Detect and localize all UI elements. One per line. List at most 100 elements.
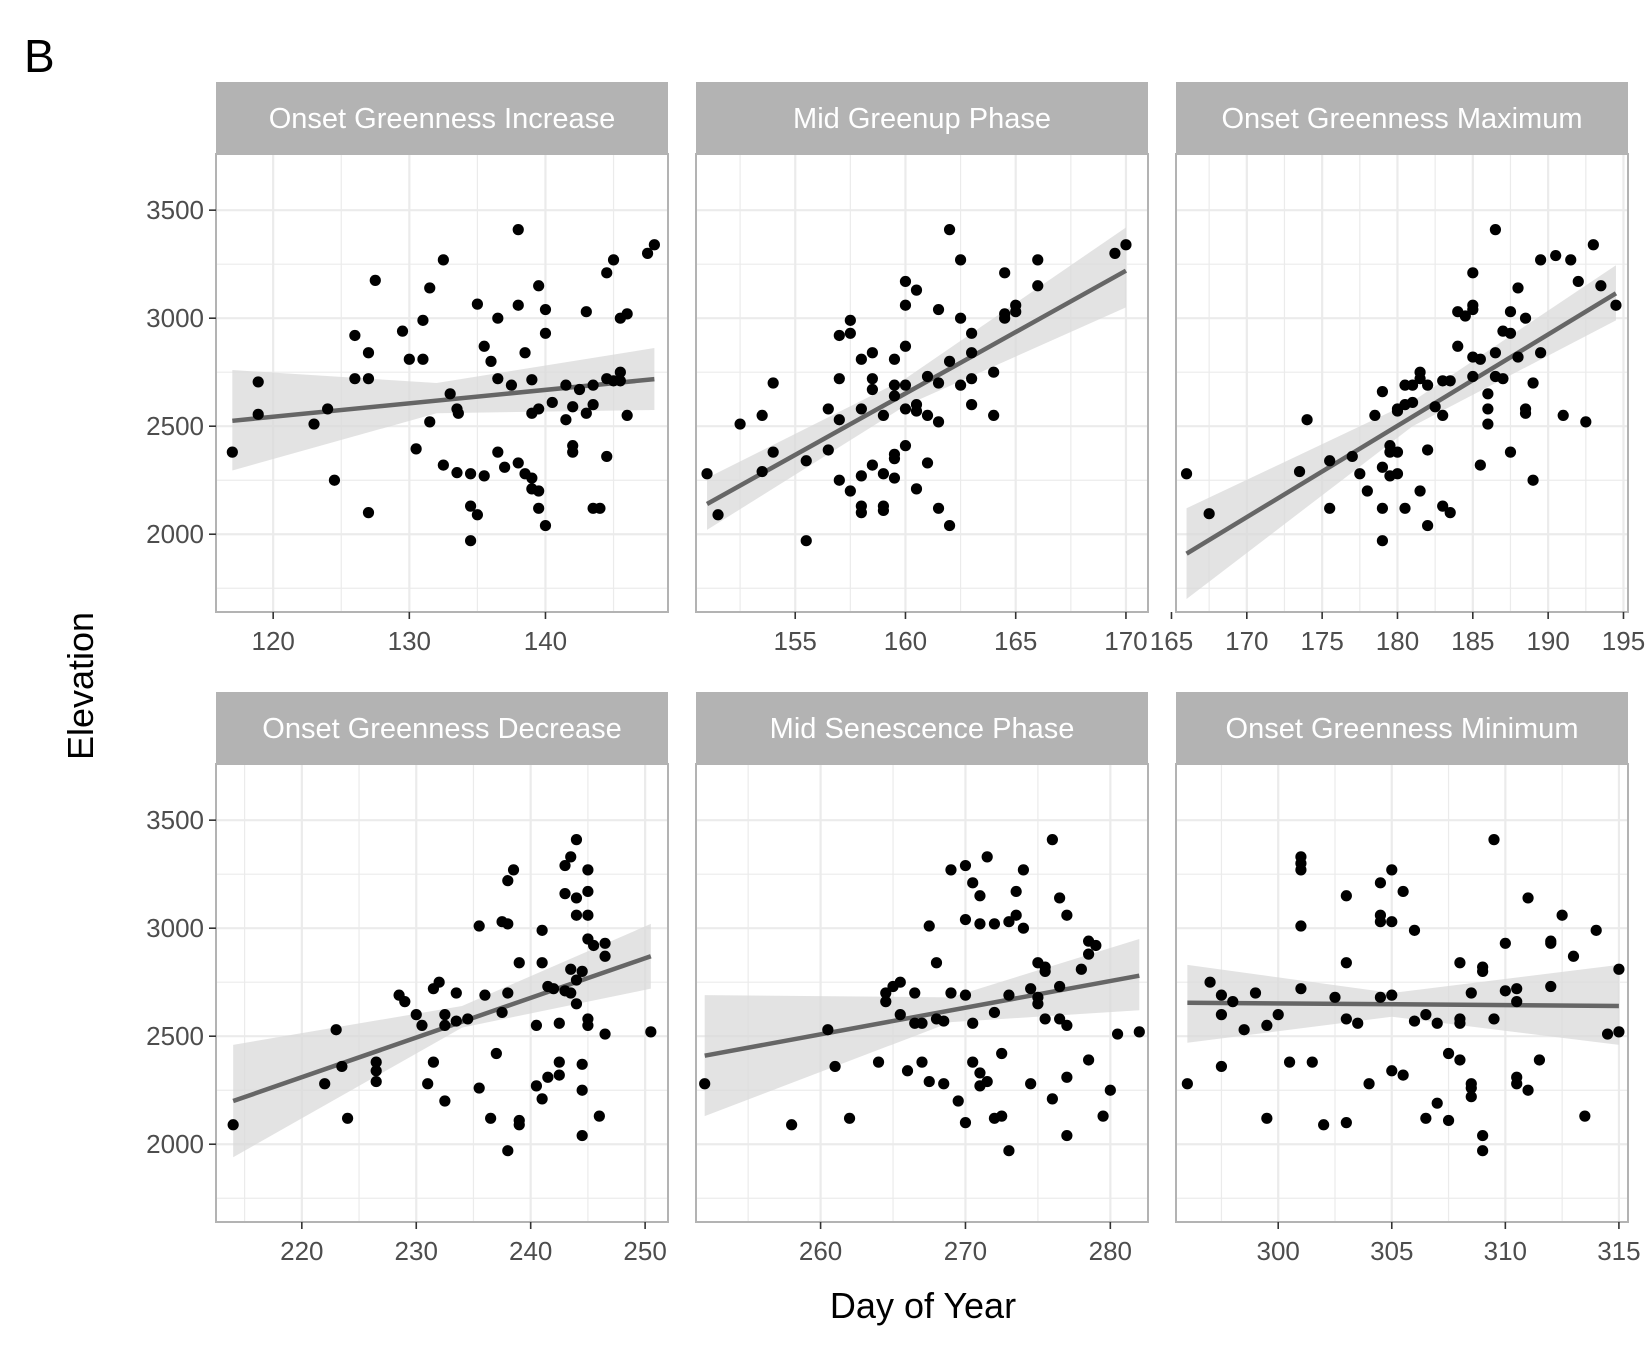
data-point xyxy=(450,1015,462,1027)
data-point xyxy=(932,377,945,389)
data-point xyxy=(252,376,264,388)
data-point xyxy=(866,347,878,359)
data-point xyxy=(1046,1093,1058,1105)
data-point xyxy=(954,254,967,266)
x-tick-label: 165 xyxy=(994,626,1037,656)
data-point xyxy=(1454,957,1466,969)
data-point xyxy=(1497,373,1509,385)
data-point xyxy=(1109,247,1121,259)
data-point xyxy=(570,998,583,1010)
data-point xyxy=(999,308,1011,320)
data-point xyxy=(877,504,890,517)
data-point xyxy=(988,409,1000,422)
data-point xyxy=(880,987,892,999)
data-point xyxy=(866,373,878,385)
data-point xyxy=(322,403,334,415)
data-point xyxy=(959,913,972,926)
data-point xyxy=(499,461,511,473)
data-point xyxy=(496,1006,508,1019)
data-point xyxy=(1420,1009,1432,1021)
data-point xyxy=(336,1060,348,1073)
data-point xyxy=(370,1056,382,1068)
data-point xyxy=(1032,254,1044,266)
y-tick-label: 2500 xyxy=(146,411,204,441)
data-point xyxy=(974,918,986,930)
x-tick-label: 220 xyxy=(280,1236,323,1266)
data-point xyxy=(1386,916,1398,928)
facet-panel-3: Onset Greenness Maximum 165 170 175 180 185 19… xyxy=(1150,82,1645,656)
data-point xyxy=(462,1013,474,1025)
data-point xyxy=(996,1110,1008,1122)
data-point xyxy=(1003,916,1015,928)
data-point xyxy=(967,877,979,889)
data-point xyxy=(565,963,577,975)
data-point xyxy=(570,892,583,904)
data-point xyxy=(526,472,538,484)
data-point xyxy=(1032,998,1044,1010)
data-point xyxy=(833,474,845,486)
data-point xyxy=(1032,280,1044,292)
data-point xyxy=(1613,1026,1625,1038)
data-point xyxy=(502,875,514,887)
facet-title: Onset Greenness Increase xyxy=(269,103,616,135)
data-point xyxy=(996,1047,1008,1060)
data-point xyxy=(899,340,912,352)
data-point xyxy=(452,407,464,419)
data-point xyxy=(923,1075,935,1088)
x-tick-label: 185 xyxy=(1451,626,1494,656)
data-point xyxy=(1340,957,1352,969)
data-point xyxy=(1595,280,1607,292)
facet-strip xyxy=(696,692,1148,764)
data-point xyxy=(512,457,524,469)
data-point xyxy=(536,957,548,969)
x-tick-label: 175 xyxy=(1300,626,1343,656)
data-point xyxy=(1550,249,1562,262)
data-point xyxy=(502,1145,514,1157)
data-point xyxy=(1533,1054,1546,1066)
data-point xyxy=(1601,1028,1614,1040)
data-point xyxy=(712,509,724,521)
data-point xyxy=(641,247,654,259)
data-point xyxy=(513,957,525,969)
data-point xyxy=(988,366,1000,378)
data-point xyxy=(424,282,436,294)
data-point xyxy=(1111,1028,1124,1040)
data-point xyxy=(966,347,978,359)
data-point xyxy=(1408,1015,1421,1027)
data-point xyxy=(330,1024,342,1036)
data-point xyxy=(974,1067,986,1079)
data-point xyxy=(1477,1145,1489,1157)
data-point xyxy=(1519,312,1532,324)
data-point xyxy=(565,987,577,999)
data-point xyxy=(1363,1078,1375,1090)
data-point xyxy=(1181,1078,1193,1090)
facet-title: Onset Greenness Minimum xyxy=(1226,713,1579,745)
data-point xyxy=(1511,1078,1523,1090)
x-tick-label: 260 xyxy=(799,1236,842,1266)
data-point xyxy=(916,1017,928,1029)
x-tick-label: 310 xyxy=(1484,1236,1527,1266)
data-point xyxy=(1376,535,1389,547)
data-point xyxy=(945,864,957,876)
data-point xyxy=(921,370,934,383)
data-point xyxy=(1572,275,1584,288)
data-point xyxy=(1386,864,1398,876)
data-point xyxy=(1587,239,1599,251)
data-point xyxy=(1054,1013,1066,1025)
data-point xyxy=(570,974,583,986)
facet-strip xyxy=(696,82,1148,154)
data-point xyxy=(938,1078,950,1090)
data-point xyxy=(967,1056,979,1068)
data-point xyxy=(1397,1069,1409,1081)
facet-panels: Onset Greenness Increase 120 130 140 2000 250… xyxy=(146,82,1645,1266)
x-tick-label: 165 xyxy=(1150,626,1193,656)
data-point xyxy=(1474,353,1486,365)
data-point xyxy=(1590,924,1602,936)
data-point xyxy=(1429,401,1441,413)
regression-line xyxy=(1187,1000,1619,1009)
confidence-band xyxy=(1186,265,1616,600)
data-point xyxy=(1061,1019,1073,1032)
data-point xyxy=(362,507,375,519)
data-point xyxy=(888,472,901,484)
